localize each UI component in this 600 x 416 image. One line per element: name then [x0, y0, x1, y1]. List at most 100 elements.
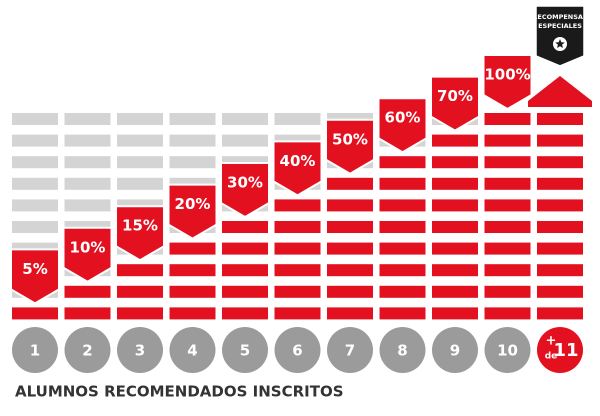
- number-circle: [484, 327, 531, 373]
- grey-block: [12, 177, 58, 190]
- column-number: 8: [397, 342, 407, 360]
- red-block: [117, 307, 163, 320]
- star: [555, 39, 565, 49]
- badge-line: ESPECIALES: [538, 22, 582, 30]
- reward-label: 5%: [22, 260, 47, 278]
- red-block: [64, 307, 111, 320]
- column-number: 4: [187, 342, 197, 360]
- reward-label: 30%: [227, 174, 263, 192]
- reward-label: 60%: [385, 109, 421, 127]
- reward-label: 40%: [280, 152, 316, 170]
- reward-tag: [62, 226, 113, 283]
- red-block: [379, 177, 426, 190]
- special-circle: [537, 327, 583, 373]
- red-block: [274, 285, 321, 298]
- red-block: [484, 156, 531, 169]
- reward-label: 100%: [484, 66, 530, 84]
- grey-block: [64, 156, 111, 169]
- column-number: 7: [345, 342, 355, 360]
- column-number: 9: [450, 342, 460, 360]
- number-circle: [432, 327, 478, 373]
- red-block: [484, 134, 531, 147]
- reward-tag: [325, 118, 375, 175]
- red-block: [432, 156, 478, 169]
- number-circle: [64, 327, 111, 373]
- red-block: [274, 221, 321, 233]
- red-block: [274, 199, 321, 212]
- red-block: [484, 199, 531, 212]
- red-block: [327, 264, 373, 277]
- grey-block: [169, 134, 216, 147]
- number-circle: [169, 327, 216, 373]
- grey-block: [12, 199, 58, 212]
- reward-tag: [115, 205, 165, 262]
- grey-block: [222, 113, 268, 125]
- number-circle: [379, 327, 426, 373]
- grey-block: [64, 177, 111, 190]
- red-block: [432, 221, 478, 233]
- grey-block: [64, 199, 111, 212]
- special-number: 11: [553, 340, 578, 361]
- red-block: [537, 199, 583, 212]
- red-block: [484, 177, 531, 190]
- reward-tag: [220, 162, 270, 219]
- reward-tag: [430, 75, 480, 132]
- red-block: [117, 264, 163, 277]
- red-block: [169, 285, 216, 298]
- red-block: [327, 177, 373, 190]
- red-block: [537, 307, 583, 320]
- column-number: 6: [292, 342, 302, 360]
- number-circle: [327, 327, 373, 373]
- red-block: [379, 285, 426, 298]
- red-block: [222, 285, 268, 298]
- column-number: 10: [497, 342, 518, 360]
- column-number: 1: [30, 342, 40, 360]
- reward-label: 70%: [437, 87, 473, 105]
- red-block: [537, 264, 583, 277]
- red-block: [274, 264, 321, 277]
- reward-tag: [167, 183, 218, 240]
- red-block: [537, 134, 583, 147]
- red-block: [327, 285, 373, 298]
- red-block: [222, 264, 268, 277]
- red-block: [484, 307, 531, 320]
- grey-block: [169, 113, 216, 125]
- grey-block: [117, 156, 163, 169]
- red-block: [222, 242, 268, 255]
- reward-tag: [377, 97, 428, 154]
- red-block: [537, 221, 583, 233]
- red-block: [327, 199, 373, 212]
- grey-block: [117, 113, 163, 125]
- red-block: [169, 264, 216, 277]
- reward-tag: [10, 248, 60, 305]
- number-circle: [222, 327, 268, 373]
- grey-block: [222, 134, 268, 147]
- red-block: [327, 242, 373, 255]
- grey-block: [169, 156, 216, 169]
- red-block: [432, 285, 478, 298]
- grey-block: [117, 177, 163, 190]
- red-block: [169, 242, 216, 255]
- red-block: [484, 242, 531, 255]
- red-block: [379, 221, 426, 233]
- red-block: [379, 242, 426, 255]
- red-block: [537, 285, 583, 298]
- grey-block: [64, 113, 111, 125]
- red-block: [379, 264, 426, 277]
- red-block: [432, 307, 478, 320]
- footer-title: ALUMNOS RECOMENDADOS INSCRITOS: [15, 383, 344, 401]
- red-block: [379, 199, 426, 212]
- column-number: 3: [135, 342, 145, 360]
- grey-block: [12, 134, 58, 147]
- reward-label: 20%: [175, 195, 211, 213]
- red-block: [484, 264, 531, 277]
- red-block: [537, 113, 583, 125]
- special-badge: [535, 5, 585, 67]
- red-block: [222, 307, 268, 320]
- red-block: [484, 113, 531, 125]
- red-block: [327, 307, 373, 320]
- red-block: [12, 307, 58, 320]
- red-block: [432, 134, 478, 147]
- red-block: [327, 221, 373, 233]
